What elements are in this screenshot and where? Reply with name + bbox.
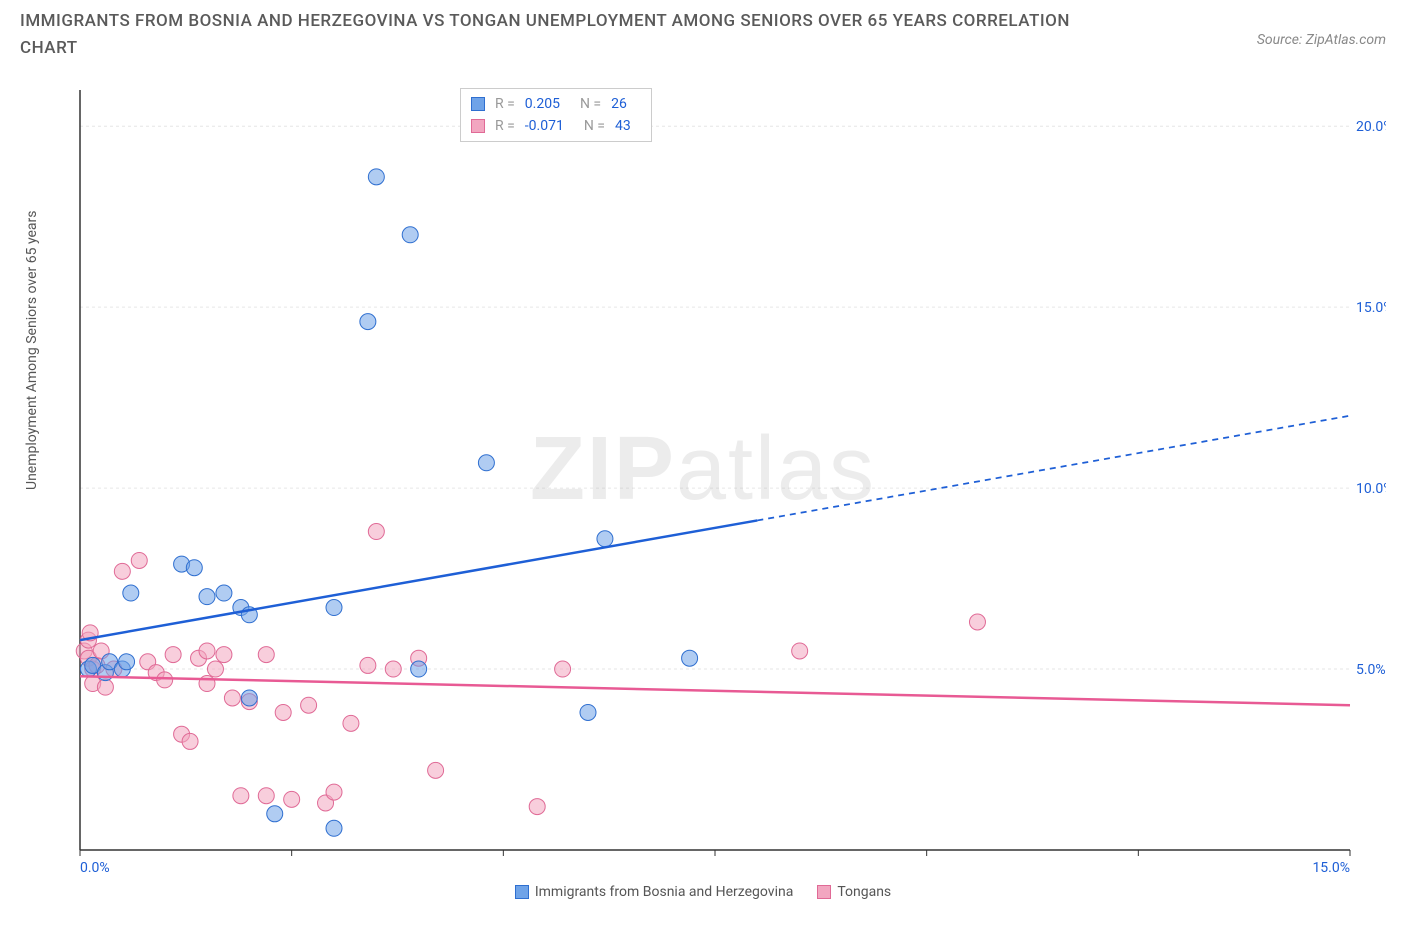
stats-legend: R = 0.205 N = 26 R = -0.071 N = 43 xyxy=(460,88,652,142)
legend-row-tongan: R = -0.071 N = 43 xyxy=(471,115,641,137)
n-value-bosnia: 26 xyxy=(611,96,627,112)
scatter-plot: 5.0% 10.0% 15.0% 20.0% 0.0% 15.0% xyxy=(20,80,1386,880)
chart-title: IMMIGRANTS FROM BOSNIA AND HERZEGOVINA V… xyxy=(20,8,1120,62)
svg-text:0.0%: 0.0% xyxy=(80,860,110,876)
legend-row-bosnia: R = 0.205 N = 26 xyxy=(471,93,641,115)
r-label: R = xyxy=(495,96,515,112)
legend-item-tongan: Tongans xyxy=(817,884,891,900)
r-value-tongan: -0.071 xyxy=(525,118,564,134)
legend-label-bosnia: Immigrants from Bosnia and Herzegovina xyxy=(535,884,794,900)
svg-text:10.0%: 10.0% xyxy=(1356,481,1386,497)
svg-text:20.0%: 20.0% xyxy=(1356,119,1386,135)
legend-swatch-bosnia xyxy=(471,97,485,111)
n-label: N = xyxy=(584,118,605,134)
source-label: Source: ZipAtlas.com xyxy=(1257,32,1386,48)
legend-swatch-tongan xyxy=(471,119,485,133)
legend-item-bosnia: Immigrants from Bosnia and Herzegovina xyxy=(515,884,794,900)
legend-label-tongan: Tongans xyxy=(837,884,891,900)
svg-text:5.0%: 5.0% xyxy=(1356,662,1386,678)
r-value-bosnia: 0.205 xyxy=(525,96,560,112)
header-row: IMMIGRANTS FROM BOSNIA AND HERZEGOVINA V… xyxy=(0,0,1406,62)
svg-text:15.0%: 15.0% xyxy=(1356,300,1386,316)
series-legend: Immigrants from Bosnia and Herzegovina T… xyxy=(20,884,1386,900)
legend-swatch-bosnia xyxy=(515,885,529,899)
chart-area: Unemployment Among Seniors over 65 years… xyxy=(20,80,1386,900)
n-value-tongan: 43 xyxy=(615,118,631,134)
legend-swatch-tongan xyxy=(817,885,831,899)
n-label: N = xyxy=(580,96,601,112)
svg-text:15.0%: 15.0% xyxy=(1312,860,1350,876)
y-axis-label: Unemployment Among Seniors over 65 years xyxy=(24,211,40,491)
r-label: R = xyxy=(495,118,515,134)
